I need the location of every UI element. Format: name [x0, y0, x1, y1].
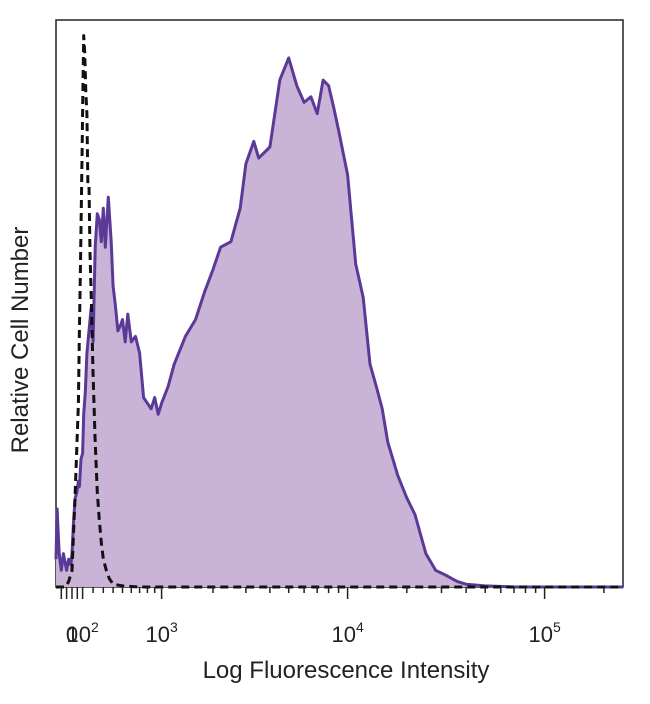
x-tick-label: 105	[528, 619, 560, 647]
stained-histogram-line	[54, 56, 623, 589]
x-tick-label: 102	[66, 619, 98, 647]
x-axis-title: Log Fluorescence Intensity	[203, 657, 490, 684]
series-layer	[54, 34, 623, 589]
x-tick-label: 103	[145, 619, 177, 647]
isotype-control-dashed-line	[56, 34, 623, 589]
x-tick-label: 104	[331, 619, 363, 647]
y-axis-title: Relative Cell Number	[7, 227, 34, 454]
x-tick-label: 0	[66, 622, 78, 647]
stained-histogram-area	[56, 57, 623, 587]
